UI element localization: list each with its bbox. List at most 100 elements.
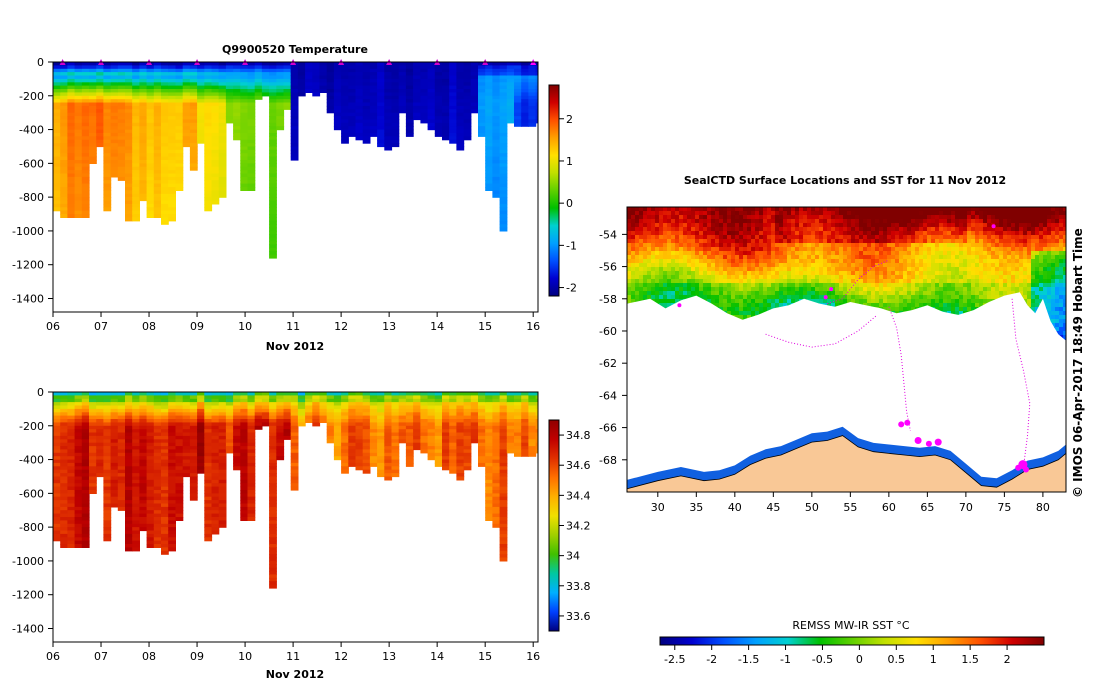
profile-cell (153, 197, 162, 202)
sst-cell (735, 215, 740, 220)
profile-cell (146, 466, 155, 471)
profile-cell (132, 102, 140, 107)
profile-cell (60, 425, 68, 430)
profile-cell (153, 78, 162, 83)
profile-cell (254, 72, 263, 77)
profile-cell (146, 190, 155, 195)
sst-cell (639, 219, 644, 224)
profile-cell (427, 75, 436, 80)
profile-cell (420, 112, 429, 117)
profile-cell (384, 476, 393, 481)
profile-cell (535, 395, 538, 400)
profile-cell (492, 398, 501, 403)
profile-cell (74, 429, 83, 434)
sst-cell (915, 227, 920, 232)
colorbar-tick-label: 34.8 (566, 429, 591, 442)
sst-cell (667, 227, 672, 232)
profile-cell (168, 530, 176, 535)
profile-cell (233, 129, 241, 134)
sst-cell (875, 223, 880, 228)
profile-cell (319, 72, 328, 77)
profile-cell (53, 197, 61, 202)
profile-cell (189, 102, 198, 107)
x-tick-label: 15 (478, 650, 492, 663)
profile-cell (247, 456, 256, 461)
sst-cell (903, 239, 908, 244)
profile-cell (478, 429, 486, 434)
profile-cell (96, 68, 104, 73)
profile-cell (218, 429, 227, 434)
profile-cell (499, 442, 508, 447)
profile-cell (499, 550, 508, 555)
profile-cell (499, 517, 508, 521)
profile-cell (175, 89, 184, 93)
profile-cell (470, 419, 479, 423)
profile-cell (139, 156, 148, 161)
temperature-panel: Q9900520 Temperature 06 07 08 09 10 11 12 13 14 1… (12, 43, 577, 353)
profile-cell (341, 129, 349, 134)
profile-cell (146, 203, 155, 208)
profile-cell (269, 496, 277, 501)
profile-cell (189, 105, 198, 110)
profile-cell (427, 412, 436, 417)
sst-cell (827, 223, 832, 228)
sst-cell (947, 219, 952, 224)
profile-cell (240, 65, 249, 70)
profile-cell (218, 65, 227, 70)
profile-cell (146, 425, 155, 430)
profile-cell (67, 200, 76, 205)
profile-cell (333, 112, 342, 117)
profile-cell (442, 446, 450, 451)
profile-cell (125, 476, 133, 481)
profile-cell (391, 432, 400, 437)
profile-cell (254, 78, 263, 83)
profile-cell (67, 533, 76, 538)
salinity-x-label: Nov 2012 (266, 668, 324, 681)
profile-cell (153, 540, 162, 545)
profile-cell (89, 419, 97, 423)
profile-cell (463, 405, 472, 410)
profile-cell (341, 432, 349, 437)
profile-cell (521, 119, 529, 124)
profile-cell (161, 419, 169, 423)
profile-cell (384, 146, 393, 151)
sst-cell (1023, 235, 1028, 240)
profile-cell (81, 180, 90, 185)
profile-cell (197, 102, 205, 107)
profile-cell (218, 496, 227, 501)
sst-cell (743, 223, 748, 228)
sst-cell (683, 239, 688, 244)
sst-cell (819, 207, 824, 212)
profile-cell (499, 112, 508, 117)
profile-cell (117, 122, 126, 127)
profile-cell (53, 163, 61, 168)
profile-cell (269, 193, 277, 198)
profile-cell (369, 462, 378, 467)
profile-cell (463, 462, 472, 467)
sst-cell (1007, 207, 1012, 212)
profile-cell (492, 82, 501, 87)
profile-cell (53, 132, 61, 137)
profile-cell (478, 432, 486, 437)
sst-cell (627, 223, 632, 228)
profile-cell (139, 75, 148, 80)
profile-cell (197, 459, 205, 464)
sst-cell (1015, 227, 1020, 232)
profile-cell (319, 65, 328, 70)
profile-cell (81, 187, 90, 191)
profile-cell (384, 99, 393, 104)
profile-cell (362, 425, 371, 430)
profile-cell (514, 62, 522, 66)
profile-cell (161, 415, 169, 420)
profile-cell (197, 452, 205, 457)
profile-cell (434, 92, 443, 97)
profile-cell (384, 143, 393, 148)
profile-cell (204, 520, 213, 525)
sst-cell (875, 211, 880, 216)
profile-cell (132, 109, 140, 114)
sst-cell (923, 219, 928, 224)
sst-cell (823, 219, 828, 224)
sst-cell (975, 219, 980, 224)
sst-cell (963, 223, 968, 228)
profile-cell (139, 105, 148, 110)
